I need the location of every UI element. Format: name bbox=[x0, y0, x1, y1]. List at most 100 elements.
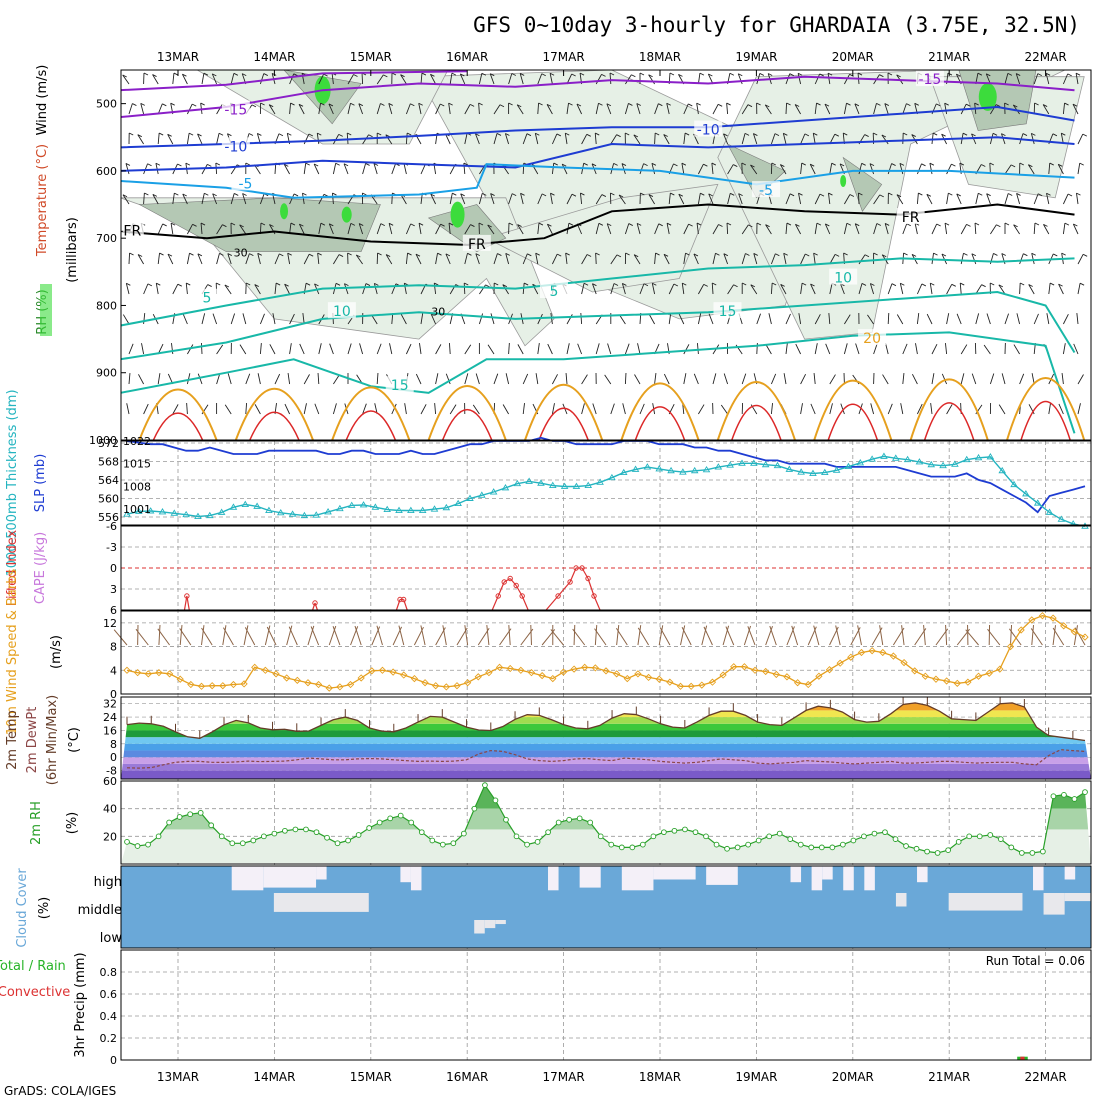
temp-tick: 32 bbox=[103, 698, 117, 711]
upper-wind-barb bbox=[663, 254, 670, 265]
upper-wind-barb bbox=[537, 193, 543, 205]
temp-band bbox=[121, 702, 1091, 704]
upper-wind-barb bbox=[128, 252, 131, 265]
upper-wind-barb-flag bbox=[591, 163, 597, 167]
wind10-point bbox=[325, 684, 333, 692]
temp-line bbox=[126, 702, 1086, 742]
rh-point bbox=[513, 833, 520, 840]
wind10-point bbox=[176, 675, 184, 683]
upper-wind-barb-flag bbox=[780, 164, 785, 167]
upper-wind-barb-flag bbox=[122, 74, 127, 78]
rh-point bbox=[218, 833, 225, 840]
thickness-point bbox=[359, 501, 368, 508]
upper-wind-barb-flag bbox=[921, 283, 927, 287]
upper-wind-barb bbox=[534, 133, 539, 145]
upper-wind-barb-flag bbox=[1016, 193, 1021, 196]
upper-wind-barb bbox=[268, 104, 276, 115]
upper-wind-barb bbox=[785, 223, 788, 235]
upper-wind-barb-flag bbox=[485, 284, 490, 288]
upper-wind-barb-flag bbox=[1028, 164, 1033, 168]
upper-wind-barb bbox=[727, 164, 734, 175]
thickness-point bbox=[643, 463, 652, 470]
upper-wind-barb bbox=[289, 103, 292, 115]
upper-wind-barb bbox=[738, 193, 743, 205]
upper-wind-barb bbox=[1076, 313, 1079, 325]
lifted-line bbox=[403, 599, 408, 611]
upper-wind-barb bbox=[1058, 283, 1064, 295]
upper-wind-barb bbox=[956, 193, 962, 205]
upper-wind-barb-flag bbox=[756, 222, 762, 226]
upper-wind-barb bbox=[624, 223, 630, 235]
upper-wind-barb bbox=[1013, 344, 1020, 355]
temp-band bbox=[121, 730, 1091, 738]
precip-tick: 0.6 bbox=[100, 988, 118, 1001]
rh-point bbox=[292, 826, 299, 833]
upper-wind-barb-flag bbox=[828, 192, 833, 196]
surface-isotherm-warm bbox=[538, 407, 589, 440]
upper-wind-barb-flag bbox=[963, 252, 968, 256]
upper-wind-barb-flag bbox=[239, 224, 244, 228]
upper-wind-barb bbox=[654, 373, 657, 385]
surface-isotherm bbox=[1006, 377, 1086, 440]
upper-wind-barb-flag bbox=[421, 72, 427, 76]
upper-wind-barb-flag bbox=[827, 72, 833, 76]
upper-wind-barb-flag bbox=[155, 162, 161, 166]
upper-wind-barb-flag bbox=[251, 104, 257, 108]
upper-wind-barb-flag bbox=[864, 254, 870, 258]
upper-wind-barb bbox=[230, 193, 235, 205]
upper-wind-barb bbox=[182, 73, 188, 85]
upper-wind-barb-flag bbox=[385, 254, 391, 257]
precip-convective-label: Convective bbox=[0, 985, 70, 1000]
thickness-point bbox=[407, 506, 415, 513]
rh-band-mid bbox=[121, 808, 1091, 830]
upper-wind-barb bbox=[1062, 103, 1065, 115]
temp-band bbox=[121, 757, 1091, 764]
date-label-top: 19MAR bbox=[735, 50, 777, 64]
temp-band bbox=[121, 710, 1091, 718]
cloud-gap bbox=[1064, 866, 1076, 880]
upper-wind-barb-flag bbox=[819, 73, 824, 77]
thickness-point bbox=[962, 455, 971, 463]
slp-tick: 1001 bbox=[123, 503, 151, 516]
upper-wind-barb bbox=[489, 73, 495, 85]
lifted-line bbox=[521, 595, 529, 611]
upper-wind-barb-flag bbox=[1019, 282, 1025, 286]
wind10-point bbox=[900, 658, 908, 667]
upper-wind-barb-flag bbox=[1031, 252, 1036, 256]
upper-wind-barb bbox=[405, 223, 412, 235]
upper-wind-barb bbox=[1073, 343, 1079, 355]
upper-wind-barb-flag bbox=[268, 104, 274, 108]
upper-wind-barb bbox=[873, 343, 878, 355]
lifted-point bbox=[507, 575, 513, 582]
pressure-tick: 700 bbox=[96, 232, 117, 245]
upper-wind-barb-flag bbox=[388, 222, 394, 226]
upper-wind-barb-flag bbox=[1052, 133, 1058, 137]
rh-point bbox=[555, 819, 562, 826]
upper-wind-barb-flag bbox=[541, 193, 547, 197]
upper-wind-barb-flag bbox=[1053, 253, 1058, 257]
wind10-point bbox=[463, 679, 472, 687]
run-total-label: Run Total = 0.06 bbox=[986, 954, 1085, 968]
upper-wind-barb bbox=[813, 373, 816, 385]
upper-wind-barb bbox=[814, 73, 821, 85]
upper-wind-barb-flag bbox=[218, 132, 224, 136]
upper-wind-barb-flag bbox=[212, 73, 217, 77]
rh-band-high bbox=[121, 785, 1091, 809]
upper-wind-barb-flag bbox=[1001, 253, 1006, 256]
upper-wind-barb bbox=[800, 253, 806, 265]
upper-wind-barb-flag bbox=[625, 252, 630, 256]
upper-wind-barb-flag bbox=[204, 192, 209, 196]
upper-wind-barb bbox=[415, 253, 422, 265]
upper-wind-barb-flag bbox=[771, 282, 777, 286]
thickness-point bbox=[170, 509, 179, 516]
upper-wind-barb-flag bbox=[583, 282, 589, 286]
upper-wind-barb bbox=[765, 344, 772, 355]
upper-wind-barb-flag bbox=[1079, 282, 1085, 286]
contour-label: -10 bbox=[697, 123, 720, 139]
upper-wind-barb bbox=[902, 343, 908, 355]
upper-wind-barb-flag bbox=[613, 283, 619, 286]
upper-wind-barb-flag bbox=[1004, 222, 1010, 226]
rh-point bbox=[439, 841, 446, 848]
thickness-point bbox=[300, 511, 309, 519]
temp-bands bbox=[121, 697, 1091, 779]
